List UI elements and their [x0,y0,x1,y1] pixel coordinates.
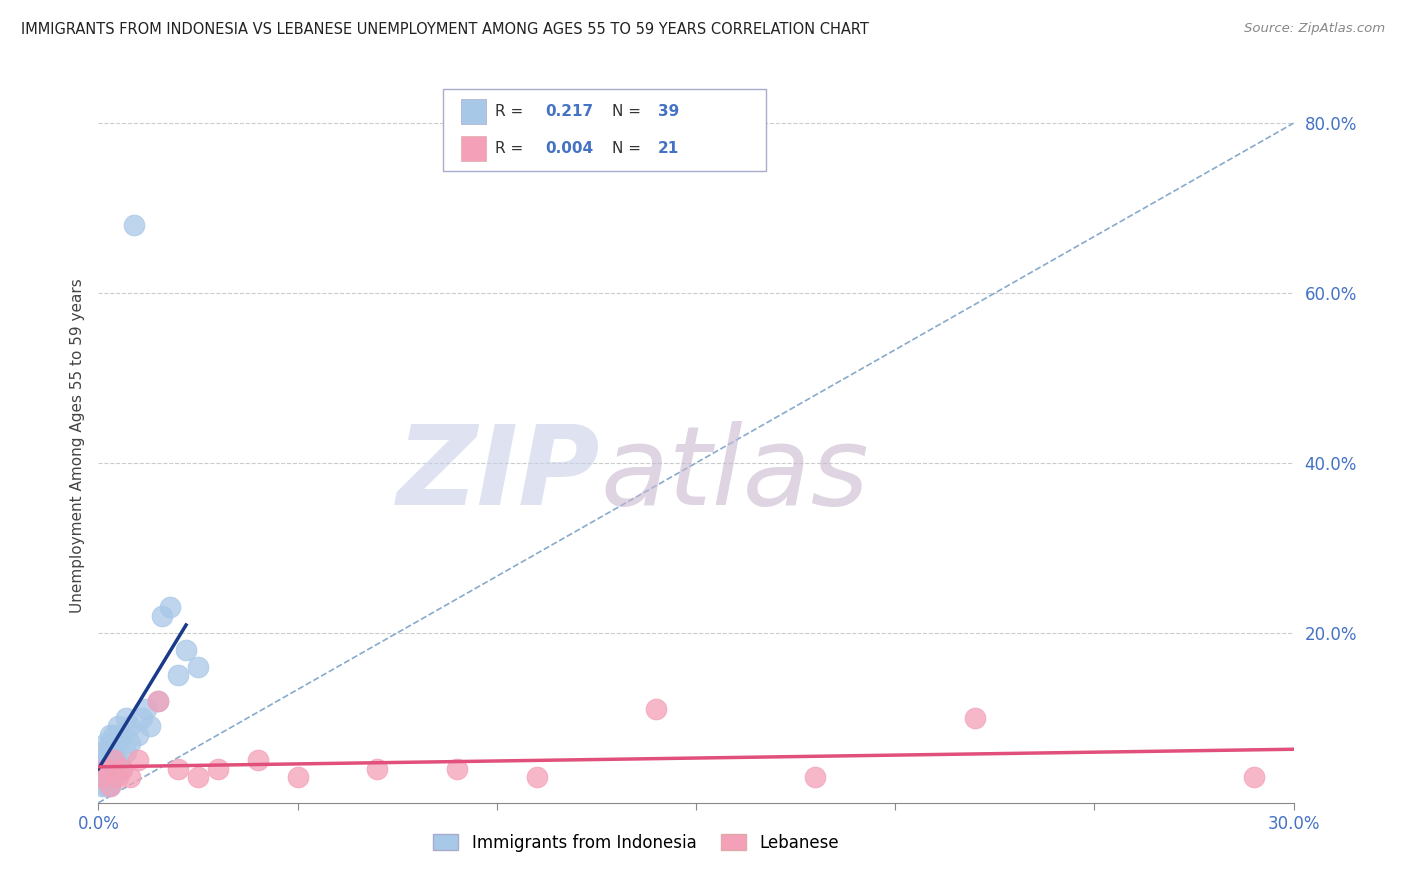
Point [91,779,114,793]
Text: 39: 39 [658,104,679,120]
Point [167,762,190,776]
Point [103,753,125,767]
Point [120,719,142,733]
Point [127,728,149,742]
Point [96,770,118,784]
Point [96,762,118,776]
Point [187,770,209,784]
Point [107,770,129,784]
Point [115,711,138,725]
Point [96,736,118,750]
Point [91,770,114,784]
Point [187,660,209,674]
Point [111,762,134,776]
Point [96,753,118,767]
Point [124,218,146,232]
Point [246,753,269,767]
Text: ZIP: ZIP [396,421,600,528]
Text: R =: R = [495,104,523,120]
Point [167,668,190,682]
Point [207,762,229,776]
Point [96,779,118,793]
Point [98,762,122,776]
Text: R =: R = [495,141,523,156]
Text: Source: ZipAtlas.com: Source: ZipAtlas.com [1244,22,1385,36]
Point [120,770,142,784]
Point [131,711,153,725]
Point [150,608,173,623]
Point [287,770,309,784]
Point [111,728,134,742]
Point [91,745,114,759]
Point [1243,770,1265,784]
Point [148,694,170,708]
Point [103,753,125,767]
Text: 0.004: 0.004 [546,141,593,156]
Point [127,753,149,767]
Legend: Immigrants from Indonesia, Lebanese: Immigrants from Indonesia, Lebanese [426,828,846,859]
Point [526,770,548,784]
Text: N =: N = [612,141,641,156]
Point [963,711,986,725]
Point [98,728,122,742]
Point [446,762,468,776]
Point [98,745,122,759]
Text: 21: 21 [658,141,679,156]
Point [107,719,129,733]
Point [115,745,138,759]
Point [120,736,142,750]
Y-axis label: Unemployment Among Ages 55 to 59 years: Unemployment Among Ages 55 to 59 years [69,278,84,614]
Point [111,762,134,776]
Point [645,702,668,716]
Point [98,736,122,750]
Text: N =: N = [612,104,641,120]
Point [91,762,114,776]
Text: 0.217: 0.217 [546,104,593,120]
Point [98,779,122,793]
Point [96,762,118,776]
Point [366,762,388,776]
Point [174,643,197,657]
Point [107,736,129,750]
Point [159,600,181,615]
Point [107,753,129,767]
Point [148,694,170,708]
Point [91,753,114,767]
Point [103,770,125,784]
Point [139,719,162,733]
Point [103,728,125,742]
Text: IMMIGRANTS FROM INDONESIA VS LEBANESE UNEMPLOYMENT AMONG AGES 55 TO 59 YEARS COR: IMMIGRANTS FROM INDONESIA VS LEBANESE UN… [21,22,869,37]
Text: atlas: atlas [600,421,869,528]
Point [135,702,157,716]
Point [98,779,122,793]
Point [91,770,114,784]
Point [804,770,827,784]
Point [103,745,125,759]
